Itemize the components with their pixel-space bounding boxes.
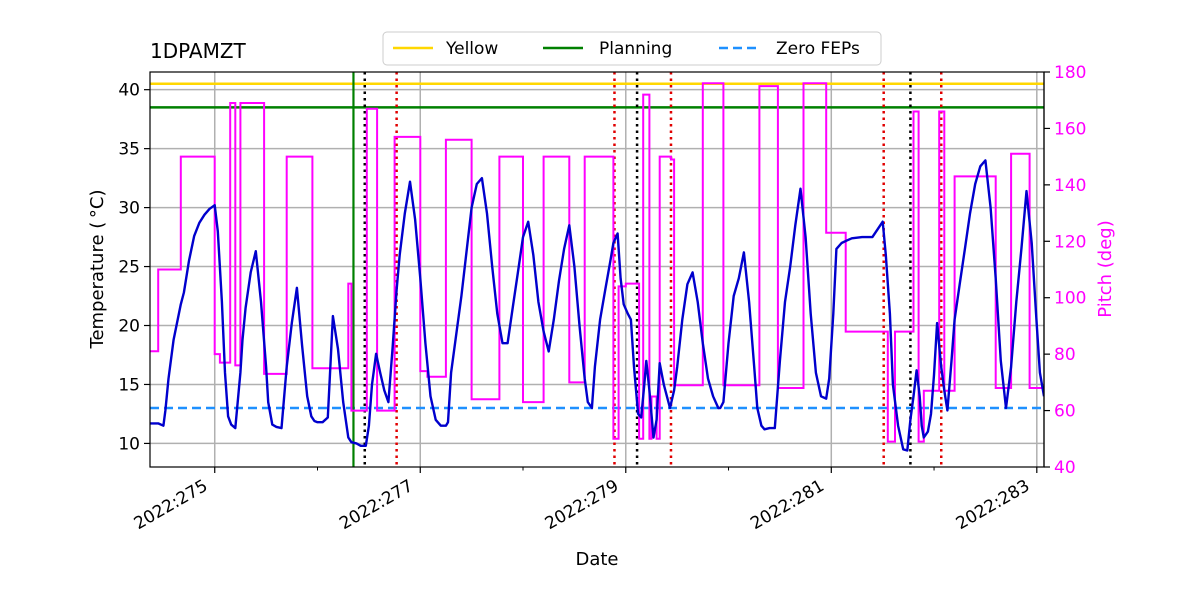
y-tick-label: 35 xyxy=(118,140,140,160)
y-tick-label: 15 xyxy=(118,375,140,395)
y2-tick-label: 80 xyxy=(1054,345,1076,365)
legend-label-planning: Planning xyxy=(599,39,672,59)
y2-tick-label: 160 xyxy=(1054,119,1086,139)
y2-axis-label: Pitch (deg) xyxy=(1095,220,1116,318)
pitch-series-line xyxy=(150,82,1044,443)
y-tick-label: 10 xyxy=(118,434,140,454)
y-tick-label: 40 xyxy=(118,81,140,101)
y2-tick-label: 60 xyxy=(1054,402,1076,422)
y2-tick-label: 180 xyxy=(1054,63,1086,83)
legend-label-zero-feps: Zero FEPs xyxy=(776,39,860,59)
y2-tick-label: 100 xyxy=(1054,289,1086,309)
event-lines xyxy=(352,72,943,467)
y-tick-label: 30 xyxy=(118,199,140,219)
legend-box xyxy=(382,31,882,66)
y2-tick-label: 140 xyxy=(1054,176,1086,196)
legend-label-yellow: Yellow xyxy=(445,39,498,59)
x-axis-label: Date xyxy=(575,549,618,570)
y-axis-label: Temperature ( °C) xyxy=(87,190,108,350)
y2-tick-label: 120 xyxy=(1054,232,1086,252)
series xyxy=(150,82,1044,452)
temperature-series-line xyxy=(150,159,1044,452)
y-tick-label: 25 xyxy=(118,258,140,278)
y-axis-ticks: 10 15 20 25 30 35 40 xyxy=(118,81,150,454)
y-tick-label: 20 xyxy=(118,317,140,337)
y2-tick-label: 40 xyxy=(1054,458,1076,478)
y2-axis-ticks: 40 60 80 100 120 140 160 180 xyxy=(1043,63,1086,478)
legend: Yellow Planning Zero FEPs xyxy=(382,31,882,66)
chart-title: 1DPAMZT xyxy=(150,39,247,63)
